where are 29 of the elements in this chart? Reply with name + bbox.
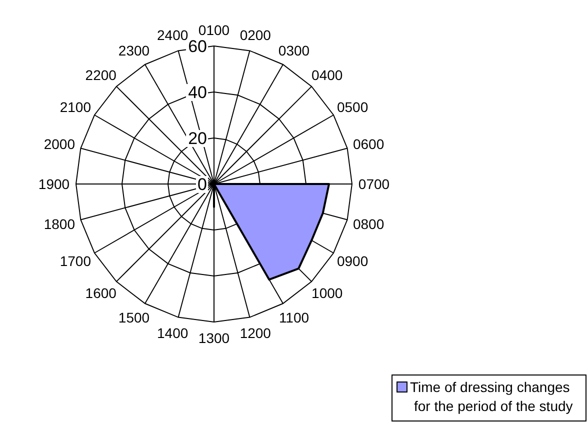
legend-label: Time of dressing changes for the period of the study xyxy=(410,379,573,414)
spoke-label: 0900 xyxy=(336,253,368,269)
spoke-label: 1200 xyxy=(240,324,272,341)
spoke-label: 1500 xyxy=(118,309,150,326)
spoke-label: 1400 xyxy=(157,324,188,341)
spoke-label: 0200 xyxy=(240,27,272,44)
spoke-label: 0100 xyxy=(198,22,230,38)
spoke-label: 0800 xyxy=(352,216,384,232)
y-tick-label: 40 xyxy=(188,83,207,102)
spoke-label: 2300 xyxy=(118,42,150,59)
spoke-label: 2000 xyxy=(44,136,76,152)
spoke-label: 0500 xyxy=(336,99,368,115)
spoke-label: 2100 xyxy=(60,99,92,115)
spoke-label: 1700 xyxy=(60,253,92,269)
spoke-label: 1100 xyxy=(278,309,310,326)
y-tick-label: 20 xyxy=(188,129,207,148)
spoke-label: 2200 xyxy=(85,67,117,84)
spoke-label: 1600 xyxy=(85,284,117,301)
spoke-label: 1300 xyxy=(198,330,230,346)
y-tick-label: 60 xyxy=(188,37,207,56)
spoke-label: 1800 xyxy=(44,216,76,232)
y-tick-label: 0 xyxy=(198,175,207,194)
spoke-label: 0600 xyxy=(352,136,384,152)
spoke-label: 1000 xyxy=(312,284,343,301)
spoke-label: 0400 xyxy=(312,67,343,84)
spoke-label: 0700 xyxy=(358,176,390,192)
spoke-label: 2400 xyxy=(157,27,188,44)
spoke-label: 1900 xyxy=(38,176,70,192)
spoke-label: 0300 xyxy=(278,42,310,59)
